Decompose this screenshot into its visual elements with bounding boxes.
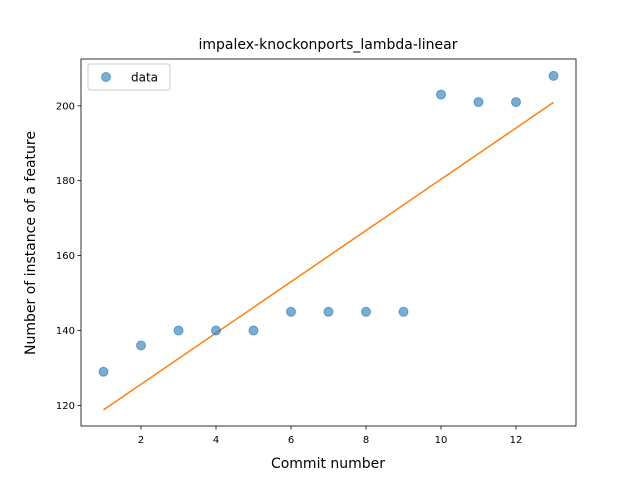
y-tick-label: 120 — [56, 401, 75, 412]
data-point — [136, 340, 146, 351]
chart-title: impalex-knockonports_lambda-linear — [199, 37, 458, 53]
x-axis-label: Commit number — [271, 456, 385, 472]
data-point — [473, 97, 484, 108]
y-tick-label: 160 — [56, 251, 75, 262]
data-point — [511, 97, 521, 108]
data-point — [436, 89, 446, 100]
axes-frame — [80, 58, 577, 427]
legend-box — [87, 63, 171, 91]
y-axis-label: Number of instance of a feature — [23, 131, 39, 355]
data-point — [286, 306, 296, 317]
x-tick-label: 12 — [510, 435, 523, 446]
x-tick-label: 4 — [213, 435, 219, 446]
x-tick-label: 8 — [363, 435, 369, 446]
data-point — [173, 325, 184, 336]
data-point — [211, 325, 221, 336]
plot-area: 2 4 6 8 10 12 120 140 160 180 200 — [56, 58, 577, 446]
legend: data — [87, 63, 171, 91]
y-tick-label: 200 — [56, 101, 75, 112]
data-point — [548, 70, 559, 81]
legend-label-data: data — [131, 71, 158, 85]
legend-marker-data — [101, 72, 111, 82]
fit-line — [103, 101, 554, 411]
data-point — [248, 325, 259, 336]
x-tick-label: 2 — [138, 435, 144, 446]
y-tick-label: 140 — [56, 326, 75, 337]
x-tick-label: 10 — [435, 435, 448, 446]
data-point — [398, 306, 409, 317]
data-point — [361, 306, 371, 317]
data-point — [98, 366, 109, 377]
y-tick-label: 180 — [56, 176, 75, 187]
x-tick-label: 6 — [288, 435, 294, 446]
data-point — [323, 306, 334, 317]
